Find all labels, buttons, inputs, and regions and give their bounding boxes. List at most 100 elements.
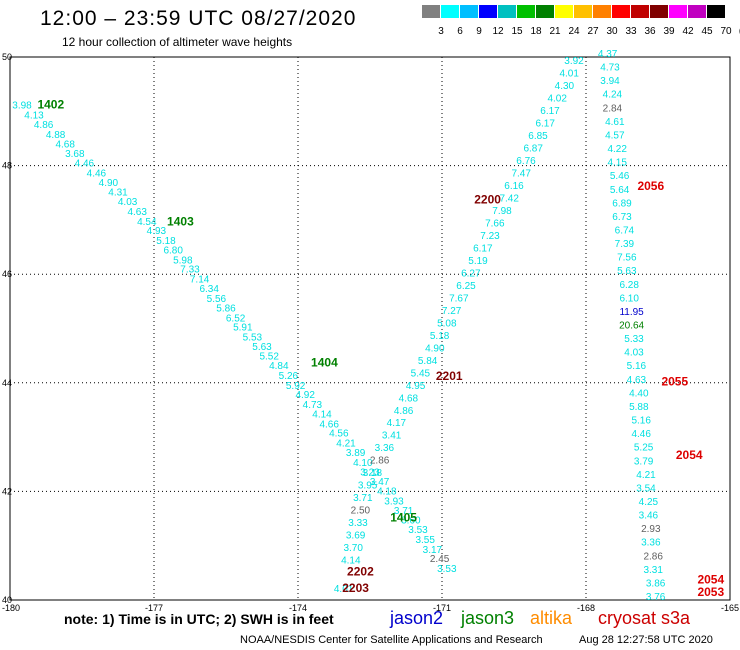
swh-value: 3.54 <box>636 483 656 494</box>
swh-value: 5.84 <box>418 356 438 367</box>
y-tick-label: 50 <box>2 52 12 62</box>
swh-value: 7.33 <box>180 265 200 276</box>
legend-swatch <box>707 5 725 18</box>
swh-value: 5.63 <box>617 266 637 277</box>
legend-label: 70 <box>720 26 732 37</box>
swh-value: 4.63 <box>627 375 647 386</box>
x-tick-label: -165 <box>721 603 739 613</box>
swh-value: 5.86 <box>216 304 236 315</box>
swh-value: 20.64 <box>619 321 644 332</box>
legend-label: (ft) <box>730 26 740 37</box>
swh-value: 4.22 <box>607 144 627 155</box>
swh-value: 5.16 <box>627 361 647 372</box>
time-label: 1404 <box>311 356 338 370</box>
swh-value: 5.91 <box>233 323 253 334</box>
swh-value: 7.66 <box>485 218 505 229</box>
swh-value: 4.25 <box>639 497 659 508</box>
swh-value: 5.45 <box>411 368 431 379</box>
swh-value: 5.98 <box>173 255 193 266</box>
swh-value: 3.71 <box>394 506 414 517</box>
swh-value: 3.18 <box>363 468 383 479</box>
plot-frame <box>9 56 731 601</box>
swh-value: 6.85 <box>528 131 548 142</box>
time-label: 2053 <box>697 585 724 599</box>
swh-value: 3.55 <box>415 535 435 546</box>
swh-value: 3.94 <box>600 76 620 87</box>
swh-value: 4.02 <box>547 94 567 105</box>
swh-value: 11.95 <box>619 307 644 318</box>
legend-label: 36 <box>644 26 656 37</box>
legend-altika: altika <box>530 608 573 628</box>
y-tick-label: 46 <box>2 269 12 279</box>
legend-swatch <box>536 5 554 18</box>
x-tick-label: -180 <box>2 603 20 613</box>
swh-value: 3.68 <box>65 149 85 160</box>
swh-value: 4.13 <box>24 110 44 121</box>
swh-value: 5.92 <box>286 381 306 392</box>
swh-value: 5.52 <box>259 351 279 362</box>
swh-value: 5.56 <box>207 294 227 305</box>
generated-timestamp: Aug 28 12:27:58 UTC 2020 <box>579 634 713 646</box>
swh-value: 4.54 <box>137 217 157 228</box>
swh-value: 4.63 <box>127 207 147 218</box>
x-tick-label: -174 <box>289 603 307 613</box>
swh-value: 5.18 <box>156 236 176 247</box>
swh-value: 3.89 <box>346 448 366 459</box>
time-label: 2054 <box>676 448 703 462</box>
swh-value: 2.45 <box>430 554 450 565</box>
swh-value: 4.93 <box>147 226 167 237</box>
legend-swatch <box>498 5 516 18</box>
swh-value: 3.23 <box>360 468 380 479</box>
legend-swatch <box>555 5 573 18</box>
swh-value: 4.14 <box>312 410 332 421</box>
swh-value: 3.69 <box>346 531 366 542</box>
swh-value: 4.56 <box>329 429 349 440</box>
x-tick-label: -177 <box>145 603 163 613</box>
swh-value: 5.18 <box>430 331 450 342</box>
swh-value: 5.46 <box>610 171 630 182</box>
y-tick-label: 48 <box>2 161 12 171</box>
legend-swatch <box>612 5 630 18</box>
legend-label: 12 <box>492 26 504 37</box>
swh-value: 5.25 <box>634 443 654 454</box>
legend-swatch <box>593 5 611 18</box>
swh-value: 3.92 <box>564 56 584 67</box>
swh-value: 7.47 <box>511 168 531 179</box>
swh-value: 6.17 <box>540 106 560 117</box>
swh-value: 6.17 <box>535 119 555 130</box>
time-label: 2054 <box>697 573 724 587</box>
swh-value: 4.57 <box>605 130 625 141</box>
chart-subtitle: 12 hour collection of altimeter wave hei… <box>62 35 293 49</box>
swh-value: 4.03 <box>624 348 644 359</box>
swh-value: 4.61 <box>605 117 625 128</box>
swh-value: 4.92 <box>295 390 315 401</box>
swh-value: 7.56 <box>617 253 637 264</box>
time-label: 2201 <box>436 369 463 383</box>
legend-swatch <box>650 5 668 18</box>
swh-value: 6.10 <box>619 293 639 304</box>
legend-label: 18 <box>530 26 542 37</box>
legend-label: 45 <box>701 26 713 37</box>
swh-value: 4.37 <box>598 49 618 60</box>
legend-swatch <box>517 5 535 18</box>
y-tick-label: 42 <box>2 486 12 496</box>
swh-value: 3.71 <box>353 493 373 504</box>
swh-value: 3.98 <box>12 101 32 112</box>
time-label: 1402 <box>37 98 64 112</box>
y-tick-label: 40 <box>2 595 12 605</box>
swh-value: 6.16 <box>504 181 524 192</box>
legend-label: 42 <box>682 26 694 37</box>
legend-swatch <box>422 5 440 18</box>
swh-value: 3.79 <box>634 456 654 467</box>
legend-label: 3 <box>438 26 444 37</box>
footer-note: note: 1) Time is in UTC; 2) SWH is in fe… <box>64 611 334 627</box>
swh-value: 5.19 <box>468 256 488 267</box>
swh-value: 5.64 <box>610 185 630 196</box>
swh-value: 4.21 <box>336 438 356 449</box>
swh-value: 3.70 <box>343 543 363 554</box>
swh-value: 7.39 <box>615 239 635 250</box>
legend-label: 39 <box>663 26 675 37</box>
swh-value: 7.42 <box>499 193 519 204</box>
legend-swatch <box>669 5 687 18</box>
